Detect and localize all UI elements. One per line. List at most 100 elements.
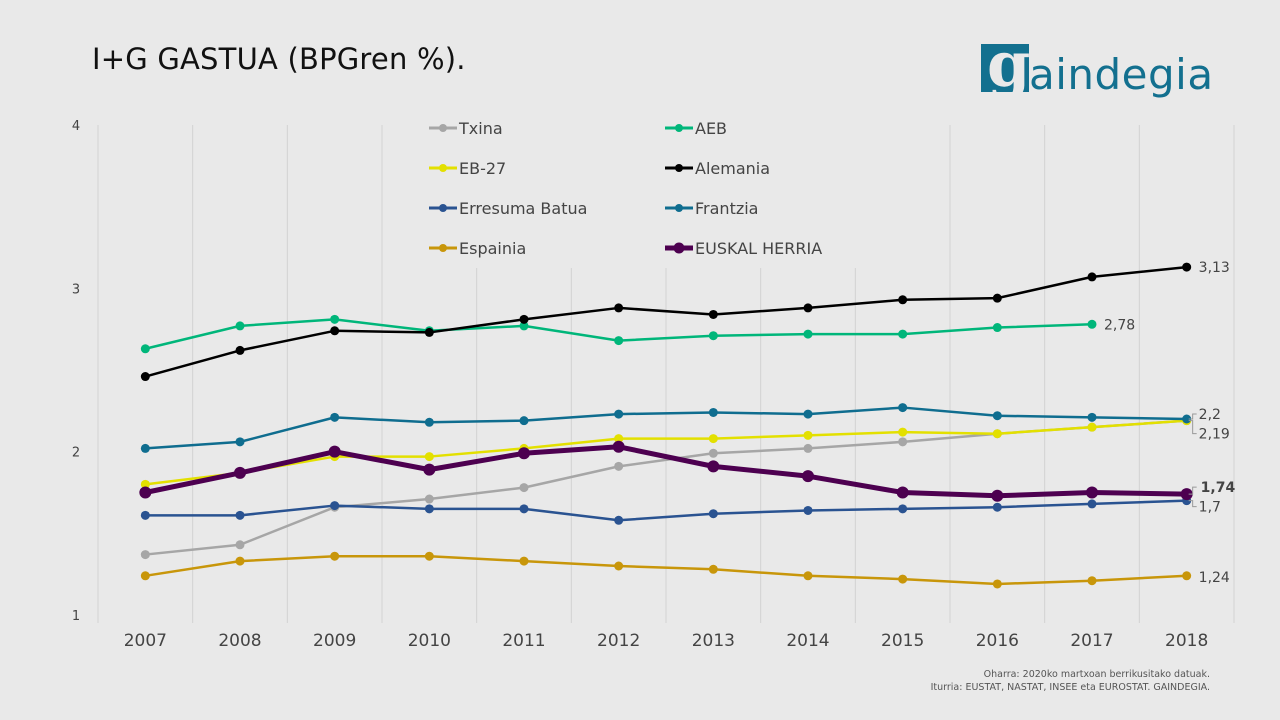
legend-swatch-marker xyxy=(675,204,683,212)
data-point xyxy=(519,504,529,514)
data-point xyxy=(991,489,1004,502)
data-point xyxy=(614,461,624,471)
label-leader xyxy=(1188,500,1197,508)
data-point xyxy=(424,494,434,504)
data-point xyxy=(1086,486,1098,499)
data-point xyxy=(898,504,908,514)
data-point xyxy=(519,416,529,426)
data-point xyxy=(424,327,434,337)
data-point xyxy=(612,440,625,453)
x-tick-label: 2009 xyxy=(313,631,356,651)
x-tick-label: 2015 xyxy=(881,631,924,651)
data-point xyxy=(1087,272,1097,282)
data-point xyxy=(708,309,718,319)
x-tick-label: 2011 xyxy=(502,631,545,651)
legend-item: AEB xyxy=(665,119,727,138)
data-point xyxy=(802,470,814,483)
legend-label: Espainia xyxy=(459,239,526,258)
legend: Txina AEB EB-27 Alemania Erresuma Batua Frant… xyxy=(420,110,860,268)
end-label: 1,7 xyxy=(1199,500,1221,516)
data-point xyxy=(424,417,434,427)
data-point xyxy=(803,409,813,419)
data-point xyxy=(519,314,529,324)
data-point xyxy=(803,505,813,515)
data-point xyxy=(992,411,1002,421)
data-point xyxy=(518,447,530,460)
x-tick-label: 2016 xyxy=(976,631,1019,651)
series-line xyxy=(144,444,1187,499)
data-point xyxy=(708,434,718,444)
data-point xyxy=(614,336,624,346)
footer: Oharra: 2020ko martxoan berrikusitako da… xyxy=(931,668,1210,694)
data-point xyxy=(992,502,1002,512)
series-line xyxy=(145,265,1187,378)
data-point xyxy=(992,293,1002,303)
legend-swatch-marker xyxy=(439,204,447,212)
end-label: 3,13 xyxy=(1199,260,1230,276)
data-point xyxy=(708,448,718,458)
data-point xyxy=(803,430,813,440)
data-point xyxy=(140,571,150,581)
x-axis: 2007 2008 2009 2010 2011 2012 2013 2014 2015 2016… xyxy=(124,631,1209,651)
data-point xyxy=(330,314,340,324)
footer-source: Iturria: EUSTAT, NASTAT, INSEE eta EUROS… xyxy=(930,682,1210,693)
series-espainia xyxy=(140,551,1192,589)
data-point xyxy=(1087,576,1097,586)
data-point xyxy=(424,504,434,514)
data-point xyxy=(235,437,245,447)
data-point xyxy=(140,443,150,453)
data-point xyxy=(1087,422,1097,432)
data-point xyxy=(803,443,813,453)
data-point xyxy=(707,460,720,473)
data-point xyxy=(803,571,813,581)
data-point xyxy=(1182,262,1192,272)
logo-wordmark: aindegia xyxy=(1029,50,1214,99)
legend-item: Txina xyxy=(429,119,503,138)
x-tick-label: 2008 xyxy=(218,631,261,651)
data-point xyxy=(330,501,340,511)
data-point xyxy=(898,295,908,305)
data-point xyxy=(992,429,1002,439)
data-point xyxy=(898,329,908,339)
series-aeb xyxy=(140,314,1097,354)
data-point xyxy=(614,561,624,571)
data-point xyxy=(708,509,718,519)
x-tick-label: 2014 xyxy=(786,631,829,651)
data-point xyxy=(1087,499,1097,509)
data-point xyxy=(235,556,245,566)
legend-item: Erresuma Batua xyxy=(429,199,587,218)
data-point xyxy=(140,372,150,382)
chart-title: I+G GASTUA (BPGren %). xyxy=(92,42,466,76)
legend-swatch-marker xyxy=(675,124,683,132)
legend-swatch-marker xyxy=(439,164,447,172)
legend-label: AEB xyxy=(695,119,727,138)
x-tick-label: 2017 xyxy=(1070,631,1113,651)
logo-mark: g xyxy=(981,28,1030,101)
data-point xyxy=(1087,319,1097,329)
label-leader xyxy=(1188,486,1197,495)
end-label: 2,78 xyxy=(1104,317,1135,333)
data-point xyxy=(614,434,624,444)
data-point xyxy=(424,551,434,561)
data-point xyxy=(898,427,908,437)
legend-label: Alemania xyxy=(695,159,770,178)
x-tick-label: 2012 xyxy=(597,631,640,651)
y-tick-label: 2 xyxy=(72,446,80,461)
series-line xyxy=(145,419,1187,486)
series-lines xyxy=(139,262,1193,589)
legend-swatch-marker xyxy=(673,242,685,254)
y-tick-label: 4 xyxy=(72,119,80,134)
series-line xyxy=(145,499,1187,522)
data-point xyxy=(235,345,245,355)
legend-item: Alemania xyxy=(665,159,770,178)
label-leader xyxy=(1188,420,1197,435)
footer-note: Oharra: 2020ko martxoan berrikusitako da… xyxy=(983,669,1210,680)
data-point xyxy=(1180,488,1193,501)
end-labels: 2,78 2,19 3,13 1,7 2,2 1,24 1,74 xyxy=(1104,260,1235,586)
data-point xyxy=(140,510,150,520)
series-line xyxy=(145,554,1187,586)
data-point xyxy=(235,510,245,520)
legend-item: Frantzia xyxy=(665,199,758,218)
series-frantzia xyxy=(140,403,1192,453)
